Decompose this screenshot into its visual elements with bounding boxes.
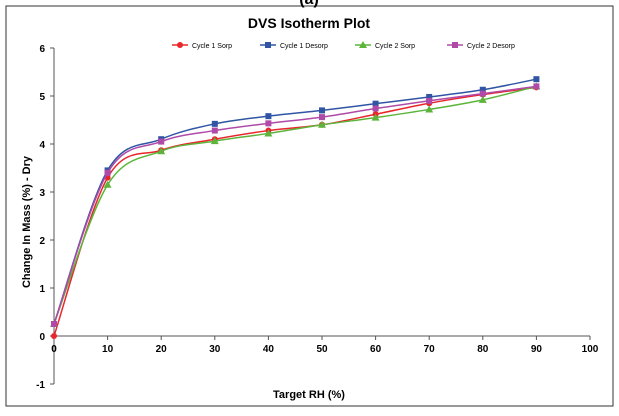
y-tick-label: 4 <box>39 140 45 151</box>
data-point <box>372 100 379 107</box>
legend-label: Cycle 2 Sorp <box>375 43 415 50</box>
legend-item: Cycle 2 Sorp <box>355 41 415 50</box>
legend-item: Cycle 1 Sorp <box>172 42 232 50</box>
x-tick-label: 10 <box>102 344 114 355</box>
x-tick-label: 50 <box>316 344 328 355</box>
y-tick-label: 2 <box>39 236 45 247</box>
data-point <box>211 127 218 134</box>
legend-label: Cycle 1 Sorp <box>192 43 232 50</box>
legend: Cycle 1 Sorp Cycle 1 Desorp Cycle 2 Sorp Cy… <box>172 41 515 50</box>
data-point <box>533 83 540 90</box>
series-4 <box>51 83 540 327</box>
data-point <box>318 120 326 128</box>
data-point <box>533 76 540 83</box>
data-point <box>265 120 272 127</box>
data-point <box>479 86 486 93</box>
data-point <box>425 105 434 113</box>
x-tick-label: 70 <box>424 344 436 355</box>
header-fragment: (a) <box>299 0 319 8</box>
legend-swatch-marker <box>359 41 367 48</box>
chart-border <box>5 5 614 407</box>
x-tick-label: 30 <box>209 344 221 355</box>
y-tick-label: 3 <box>39 188 45 199</box>
legend-item: Cycle 1 Desorp <box>260 42 328 50</box>
legend-swatch-marker <box>265 42 271 48</box>
data-point <box>104 169 111 176</box>
data-point <box>371 113 380 121</box>
legend-label: Cycle 1 Desorp <box>280 43 328 50</box>
y-tick-label: 5 <box>39 92 45 103</box>
data-point <box>51 321 57 327</box>
x-tick-label: 90 <box>531 344 543 355</box>
series-layer <box>50 76 541 339</box>
x-tick-label: 0 <box>51 344 57 355</box>
y-tick-label: 1 <box>39 284 45 295</box>
y-axis-label: Change In Mass (%) - Dry <box>21 155 33 288</box>
legend-swatch-marker <box>452 42 458 48</box>
data-point <box>372 105 379 112</box>
legend-swatch-marker <box>177 42 183 48</box>
data-point <box>319 114 325 121</box>
data-point <box>211 120 218 127</box>
x-tick-label: 60 <box>370 344 382 355</box>
x-axis-label: Target RH (%) <box>273 389 345 401</box>
x-tick-label: 40 <box>263 344 275 355</box>
data-point <box>265 113 272 120</box>
data-point <box>319 107 325 114</box>
x-tick-label: 80 <box>477 344 489 355</box>
x-tick-label: 20 <box>156 344 168 355</box>
chart-title: DVS Isotherm Plot <box>248 15 370 31</box>
data-point <box>103 180 112 188</box>
data-point <box>479 90 486 97</box>
x-tick-label: 100 <box>582 344 599 355</box>
legend-item: Cycle 2 Desorp <box>447 42 515 50</box>
y-tick-label: 0 <box>39 332 45 343</box>
data-point <box>478 95 487 103</box>
y-tick-label: 6 <box>39 44 45 55</box>
data-point <box>426 93 433 100</box>
data-point <box>264 129 273 137</box>
legend-label: Cycle 2 Desorp <box>467 43 515 50</box>
y-tick-label: -1 <box>36 380 45 391</box>
data-point <box>157 147 166 155</box>
data-point <box>210 137 219 145</box>
data-point <box>158 138 165 145</box>
data-point <box>426 97 433 104</box>
data-point <box>51 333 57 339</box>
